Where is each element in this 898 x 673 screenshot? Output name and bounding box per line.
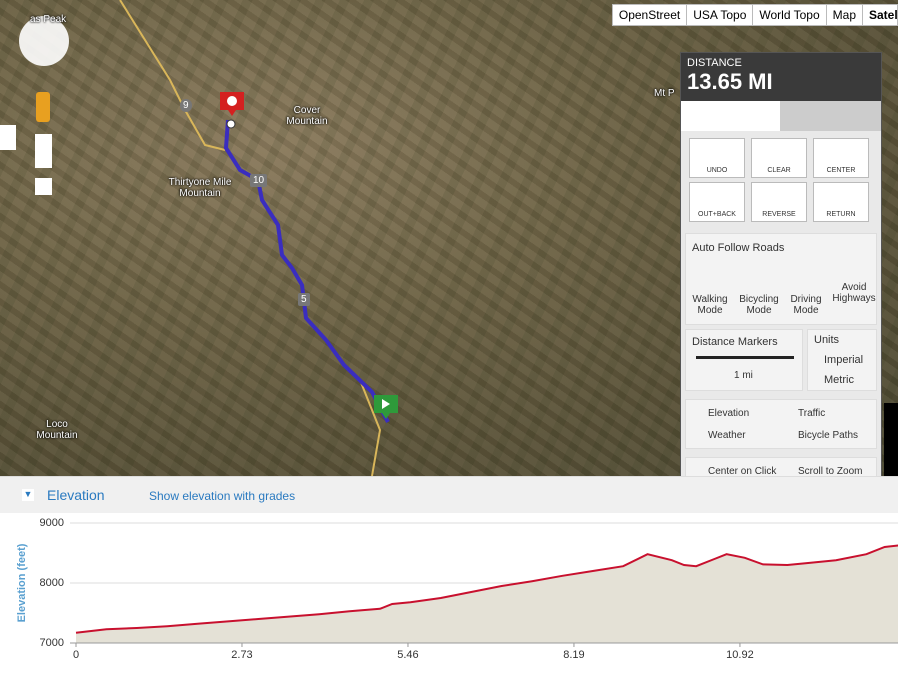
locate-control[interactable] <box>35 178 52 195</box>
elevation-title: Elevation <box>47 487 105 503</box>
elevation-chart: 7000 8000 9000 0 2.73 5.46 8.19 10.92 Elevation … <box>0 513 898 673</box>
routing-section: Auto Follow Roads Walking Mode Bicycling… <box>685 233 877 325</box>
marker-interval: 1 mi <box>734 370 753 381</box>
road <box>119 0 226 151</box>
map-label: as Peak <box>30 14 67 25</box>
bicycling-mode[interactable]: Bicycling Mode <box>739 294 779 316</box>
undo-button[interactable]: UNDO <box>689 138 745 178</box>
toggle-elevation[interactable]: ▼ <box>22 489 34 501</box>
x-tick-label: 0 <box>73 649 79 661</box>
end-marker-dot <box>227 96 237 106</box>
map-type[interactable]: USA Topo <box>686 4 754 26</box>
pan-control[interactable] <box>19 16 69 66</box>
out-back-button[interactable]: OUT+BACK <box>689 182 745 222</box>
elevation-bar: ▼ Elevation Show elevation with grades <box>0 476 898 514</box>
metric[interactable]: Metric <box>824 374 854 386</box>
road <box>359 379 382 476</box>
comments-tab[interactable] <box>780 101 881 131</box>
distance-markers[interactable]: Distance Markers <box>692 336 778 348</box>
map-type-bar: OpenStreet USA Topo World Topo Map Satel… <box>611 4 898 26</box>
grades-link[interactable]: Show elevation with grades <box>149 489 296 503</box>
avoid-highways[interactable]: Avoid Highways <box>832 282 876 304</box>
route-layer <box>0 0 398 476</box>
x-tick-label: 10.92 <box>726 649 754 661</box>
map-type[interactable]: World Topo <box>752 4 827 26</box>
y-axis-label: Elevation (feet) <box>16 543 28 622</box>
collapse-left[interactable] <box>0 125 16 150</box>
units-section: Units Imperial Metric <box>807 329 877 391</box>
imperial[interactable]: Imperial <box>824 354 864 366</box>
traffic-layer[interactable]: Traffic <box>798 408 826 419</box>
elevation-area <box>76 545 898 643</box>
options-section: Center on Click Scroll to Zoom <box>685 457 877 476</box>
road-shield: 9 <box>180 99 192 112</box>
map-type[interactable]: Map <box>825 4 863 26</box>
scroll-to-zoom[interactable]: Scroll to Zoom <box>798 466 863 476</box>
street-view[interactable] <box>36 92 50 122</box>
marker-slider[interactable] <box>696 356 794 359</box>
y-tick-label: 9000 <box>40 517 64 529</box>
units-label: Units <box>814 334 840 346</box>
start-marker[interactable] <box>374 395 398 419</box>
map-type[interactable]: OpenStreet <box>611 4 688 26</box>
weather-layer[interactable]: Weather <box>708 430 746 441</box>
center-button[interactable]: CENTER <box>813 138 869 178</box>
distance-label: DISTANCE <box>687 57 742 69</box>
walking-mode[interactable]: Walking Mode <box>692 294 728 316</box>
route <box>223 119 390 423</box>
distance-value: 13.65 MI <box>687 69 773 94</box>
mile-marker: 10 <box>250 174 268 187</box>
start-icon <box>382 399 390 409</box>
route-panel: DISTANCE 13.65 MI UNDO CLEAR CENTER OUT+… <box>680 52 882 476</box>
map-label: Thirtyone Mile Mountain <box>168 177 232 199</box>
tools-tab[interactable] <box>681 101 780 131</box>
elevation-layer[interactable]: Elevation <box>708 408 750 419</box>
x-tick-label: 2.73 <box>231 649 252 661</box>
clear-button[interactable]: CLEAR <box>751 138 807 178</box>
markers-section: Distance Markers 1 mi <box>685 329 803 391</box>
elevation-line <box>75 544 898 634</box>
map-type[interactable]: Satellite <box>862 4 898 26</box>
x-tick-label: 8.19 <box>563 649 584 661</box>
panel-header: DISTANCE 13.65 MI <box>681 53 881 101</box>
map-label: Mt P <box>654 88 675 99</box>
map-label: Loco Mountain <box>36 419 78 441</box>
bicycle-paths-layer[interactable]: Bicycle Paths <box>798 430 859 441</box>
center-on-click[interactable]: Center on Click <box>708 466 777 476</box>
driving-mode[interactable]: Driving Mode <box>790 294 822 316</box>
y-tick-label: 7000 <box>40 637 64 649</box>
layers-section: Elevation Traffic Weather Bicycle Paths <box>685 399 877 449</box>
map[interactable]: as Peak Cover Mountain Thirtyone Mile Mo… <box>0 0 898 476</box>
x-tick-label: 5.46 <box>397 649 418 661</box>
y-tick-label: 8000 <box>40 577 64 589</box>
reverse-button[interactable]: REVERSE <box>751 182 807 222</box>
map-label: Cover Mountain <box>286 105 328 127</box>
auto-follow-roads[interactable]: Auto Follow Roads <box>692 242 785 254</box>
side-widget[interactable] <box>884 403 898 476</box>
zoom-control[interactable] <box>35 134 52 168</box>
mile-marker: 5 <box>298 293 310 306</box>
return-button[interactable]: RETURN <box>813 182 869 222</box>
start-dot <box>226 119 236 129</box>
